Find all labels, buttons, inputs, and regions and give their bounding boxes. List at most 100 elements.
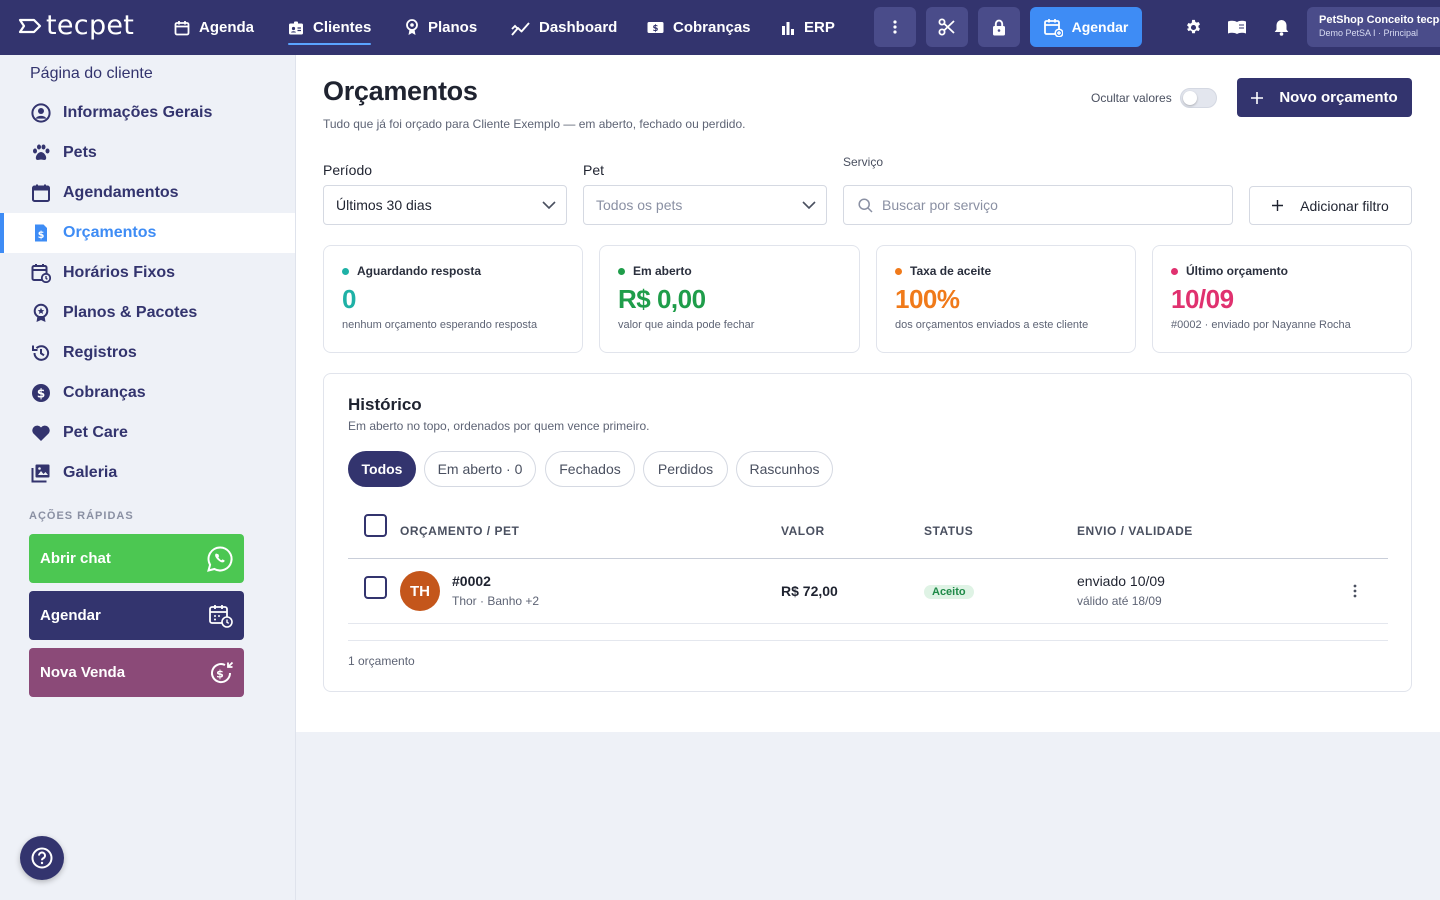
lock-button[interactable] — [978, 7, 1020, 47]
nav-agenda[interactable]: Agenda — [174, 0, 254, 55]
logo[interactable]: tecpet — [18, 11, 134, 41]
column-header-status[interactable]: STATUS — [924, 524, 974, 538]
receipt-icon: $ — [35, 224, 47, 242]
calendar-icon — [174, 20, 190, 35]
card-label: Taxa de aceite — [910, 264, 992, 278]
whatsapp-icon — [207, 545, 233, 572]
notifications-button[interactable] — [1270, 16, 1292, 38]
row-checkbox[interactable] — [364, 576, 387, 599]
lock-icon — [993, 19, 1005, 35]
column-header-orcamento[interactable]: ORÇAMENTO / PET — [400, 524, 520, 538]
more-options-button[interactable] — [874, 7, 916, 47]
quote-id[interactable]: #0002 — [452, 573, 491, 589]
chip-em-aberto[interactable]: Em aberto · 0 — [424, 451, 536, 487]
heart-icon — [32, 425, 50, 441]
chip-fechados[interactable]: Fechados — [545, 451, 635, 487]
scissors-icon — [938, 18, 955, 36]
calendar-add-icon — [209, 604, 233, 628]
svg-text:$: $ — [37, 387, 45, 401]
help-button[interactable] — [20, 836, 64, 880]
calendar-add-icon — [1043, 18, 1063, 37]
paw-icon — [33, 144, 50, 160]
nova-venda-label: Nova Venda — [40, 664, 126, 681]
abrir-chat-button[interactable]: Abrir chat — [29, 534, 244, 583]
add-filter-label: Adicionar filtro — [1300, 197, 1389, 214]
status-badge: Aceito — [924, 585, 974, 599]
sidebar-item-label: Orçamentos — [63, 224, 157, 241]
history-title: Histórico — [348, 395, 422, 414]
summary-card-aguardando: Aguardando resposta 0 nenhum orçamento e… — [323, 245, 583, 353]
nav-clientes[interactable]: Clientes — [288, 0, 372, 55]
sidebar-item-label: Galeria — [63, 464, 118, 481]
account-switcher[interactable]: PetShop Conceito tecpet Demo PetSA I · P… — [1307, 7, 1440, 47]
pet-label: Pet — [583, 162, 605, 178]
settings-button[interactable] — [1182, 16, 1204, 38]
sidebar-item-informacoes-gerais[interactable]: Informações Gerais — [0, 93, 295, 133]
grooming-button[interactable] — [926, 7, 968, 47]
pet-select[interactable]: Todos os pets — [583, 185, 827, 225]
guide-button[interactable] — [1226, 16, 1248, 38]
sidebar-item-label: Agendamentos — [63, 184, 179, 201]
chip-rascunhos[interactable]: Rascunhos — [736, 451, 833, 487]
sidebar-item-cobrancas[interactable]: $ Cobranças — [0, 373, 295, 413]
status-dot — [342, 267, 349, 275]
nav-cobrancas[interactable]: $ Cobranças — [647, 0, 751, 55]
service-search-input[interactable]: Buscar por serviço — [843, 185, 1233, 225]
hide-values-toggle[interactable] — [1180, 88, 1217, 108]
new-quote-button[interactable]: Novo orçamento — [1237, 78, 1412, 117]
column-header-valor[interactable]: VALOR — [781, 524, 825, 538]
bar-chart-icon — [782, 21, 794, 35]
nav-dashboard[interactable]: Dashboard — [511, 0, 617, 55]
svg-text:$: $ — [216, 667, 224, 680]
book-icon — [1228, 20, 1246, 34]
nav-erp[interactable]: ERP — [781, 0, 835, 55]
sale-icon: $ — [211, 661, 234, 683]
nova-venda-button[interactable]: Nova Venda $ — [29, 648, 244, 697]
sidebar-item-pet-care[interactable]: Pet Care — [0, 413, 295, 453]
status-dot — [618, 267, 625, 275]
add-filter-button[interactable]: Adicionar filtro — [1249, 186, 1412, 225]
agendar-quick-button[interactable]: Agendar — [29, 591, 244, 640]
vertical-dots-icon — [893, 20, 897, 34]
card-label: Aguardando resposta — [357, 264, 482, 278]
sidebar-item-label: Cobranças — [63, 384, 146, 401]
chip-perdidos[interactable]: Perdidos — [643, 451, 728, 487]
chip-todos[interactable]: Todos — [348, 451, 416, 487]
sidebar-title: Página do cliente — [30, 65, 153, 82]
quote-valid-until: válido até 18/09 — [1077, 594, 1162, 608]
hide-values-label: Ocultar valores — [1091, 91, 1172, 105]
sidebar-item-registros[interactable]: Registros — [0, 333, 295, 373]
vertical-dots-icon — [1353, 584, 1357, 598]
card-subtitle: nenhum orçamento esperando resposta — [342, 319, 538, 331]
history-panel: Histórico Em aberto no topo, ordenados p… — [323, 373, 1412, 692]
award-icon — [33, 303, 49, 322]
sidebar-item-agendamentos[interactable]: Agendamentos — [0, 173, 295, 213]
clients-icon — [289, 21, 303, 34]
select-all-checkbox[interactable] — [364, 514, 387, 537]
quote-sent-date: enviado 10/09 — [1077, 573, 1165, 589]
bell-icon — [1274, 19, 1288, 36]
sidebar-item-label: Planos & Pacotes — [63, 304, 198, 321]
new-quote-label: Novo orçamento — [1279, 89, 1398, 106]
period-select[interactable]: Últimos 30 dias — [323, 185, 567, 225]
status-dot — [895, 267, 902, 275]
sidebar-item-pets[interactable]: Pets — [0, 133, 295, 173]
column-header-envio[interactable]: ENVIO / VALIDADE — [1077, 524, 1193, 538]
row-actions-button[interactable] — [1346, 580, 1364, 602]
sidebar-item-horarios-fixos[interactable]: Horários Fixos — [0, 253, 295, 293]
client-sidebar: Página do cliente Informações Gerais Pet… — [0, 55, 296, 900]
top-agendar-button[interactable]: Agendar — [1030, 7, 1142, 47]
nav-planos[interactable]: Planos — [405, 0, 477, 55]
sidebar-item-planos-pacotes[interactable]: Planos & Pacotes — [0, 293, 295, 333]
gear-icon — [1186, 19, 1200, 33]
quote-pet-services: Thor · Banho +2 — [452, 594, 540, 608]
sidebar-item-galeria[interactable]: Galeria — [0, 453, 295, 493]
service-search-placeholder: Buscar por serviço — [882, 197, 998, 213]
status-dot — [1171, 267, 1178, 275]
summary-card-taxa-aceite: Taxa de aceite 100% dos orçamentos envia… — [876, 245, 1136, 353]
account-name: PetShop Conceito tecpet — [1319, 14, 1440, 26]
page-subtitle: Tudo que já foi orçado para Cliente Exem… — [323, 117, 746, 131]
top-navigation-bar: tecpet Agenda Clientes Planos Dashboard … — [0, 0, 1440, 55]
sidebar-item-orcamentos[interactable]: $ Orçamentos — [0, 213, 295, 253]
quick-actions-title: AÇÕES RÁPIDAS — [29, 510, 134, 522]
